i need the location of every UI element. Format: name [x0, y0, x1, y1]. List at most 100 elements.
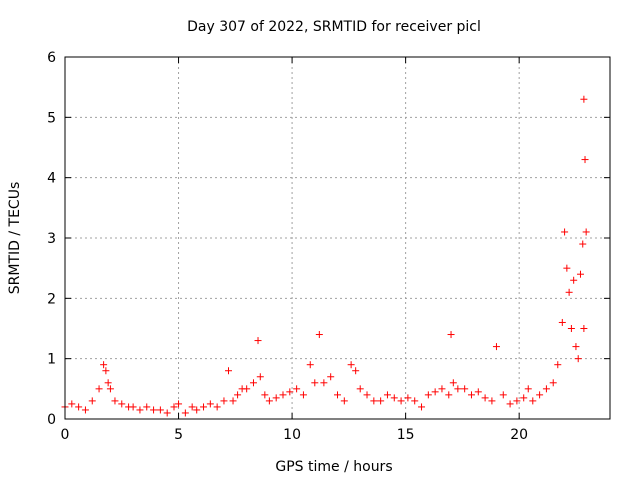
- x-tick-label: 20: [510, 427, 528, 443]
- data-point: [75, 403, 83, 411]
- data-point: [106, 385, 114, 393]
- data-point: [563, 264, 571, 272]
- x-tick-label: 5: [174, 427, 183, 443]
- data-point: [320, 379, 328, 387]
- data-point: [188, 403, 196, 411]
- data-point: [492, 343, 500, 351]
- data-point: [340, 397, 348, 405]
- data-point: [574, 355, 582, 363]
- data-point: [488, 397, 496, 405]
- data-point: [104, 379, 112, 387]
- data-point: [193, 406, 201, 414]
- data-point: [582, 228, 590, 236]
- data-point: [256, 373, 264, 381]
- data-point: [334, 391, 341, 399]
- data-point: [554, 361, 562, 369]
- data-point: [447, 331, 455, 339]
- y-tick-label: 1: [47, 352, 56, 368]
- data-point: [254, 337, 262, 345]
- data-point: [363, 391, 371, 399]
- data-point: [474, 388, 482, 396]
- data-point: [100, 361, 108, 369]
- data-point: [286, 388, 294, 396]
- data-point: [549, 379, 557, 387]
- data-point: [220, 397, 228, 405]
- data-point: [213, 403, 221, 411]
- data-point: [170, 403, 178, 411]
- y-tick-label: 0: [47, 412, 56, 428]
- data-point: [234, 391, 242, 399]
- data-point: [370, 397, 378, 405]
- x-tick-label: 0: [61, 427, 70, 443]
- y-tick-label: 4: [47, 171, 56, 187]
- y-axis-label: SRMTID / TECUs: [7, 182, 23, 295]
- data-point: [579, 240, 587, 248]
- data-point: [411, 397, 419, 405]
- data-point: [424, 391, 432, 399]
- data-point: [506, 400, 514, 408]
- data-point: [576, 270, 584, 278]
- data-point: [279, 391, 287, 399]
- data-point: [404, 394, 412, 402]
- data-point: [272, 394, 280, 402]
- data-point: [461, 385, 469, 393]
- data-point: [580, 325, 588, 332]
- data-point: [383, 391, 391, 399]
- data-point: [95, 385, 103, 393]
- y-tick-label: 6: [47, 50, 56, 66]
- y-tick-label: 2: [47, 291, 56, 307]
- data-point: [567, 325, 575, 332]
- data-point: [542, 385, 550, 393]
- data-point: [536, 391, 544, 399]
- data-point: [143, 403, 151, 411]
- data-point: [431, 388, 439, 396]
- data-point: [327, 373, 335, 381]
- data-point: [529, 397, 537, 405]
- data-point: [580, 95, 588, 103]
- data-point: [68, 400, 76, 408]
- data-point: [293, 385, 301, 393]
- data-point: [445, 391, 453, 399]
- data-point: [88, 397, 96, 405]
- data-point: [81, 406, 89, 414]
- data-point: [249, 379, 257, 387]
- data-point: [181, 409, 189, 417]
- data-point: [102, 367, 110, 375]
- data-point: [299, 391, 307, 399]
- data-point: [558, 318, 566, 326]
- data-point: [356, 385, 364, 393]
- data-points: [61, 95, 590, 417]
- data-point: [200, 403, 208, 411]
- data-point: [524, 385, 532, 393]
- data-point: [467, 391, 475, 399]
- data-point: [243, 385, 251, 393]
- data-point: [156, 406, 164, 414]
- data-point: [520, 394, 528, 402]
- y-tick-label: 3: [47, 231, 56, 247]
- data-point: [175, 400, 183, 408]
- data-point: [136, 406, 144, 414]
- y-tick-label: 5: [47, 110, 56, 126]
- data-point: [265, 397, 273, 405]
- data-point: [111, 397, 119, 405]
- data-point: [449, 379, 457, 387]
- data-point: [565, 288, 573, 296]
- data-point: [397, 397, 405, 405]
- data-point: [225, 367, 232, 375]
- data-point: [513, 397, 521, 405]
- y-tick-labels: 0 1 2 3 4 5 6: [47, 50, 56, 428]
- x-axis-label: GPS time / hours: [275, 459, 392, 475]
- data-point: [561, 228, 569, 236]
- data-point: [499, 391, 507, 399]
- data-point: [377, 397, 385, 405]
- data-point: [229, 397, 237, 405]
- data-point: [306, 361, 314, 369]
- chart-title: Day 307 of 2022, SRMTID for receiver pic…: [187, 19, 481, 35]
- data-point: [572, 343, 580, 351]
- grid-lines: [65, 57, 610, 419]
- data-point: [261, 391, 269, 399]
- data-point: [311, 379, 319, 387]
- data-point: [454, 385, 462, 393]
- x-tick-labels: 0 5 10 15 20: [61, 427, 529, 443]
